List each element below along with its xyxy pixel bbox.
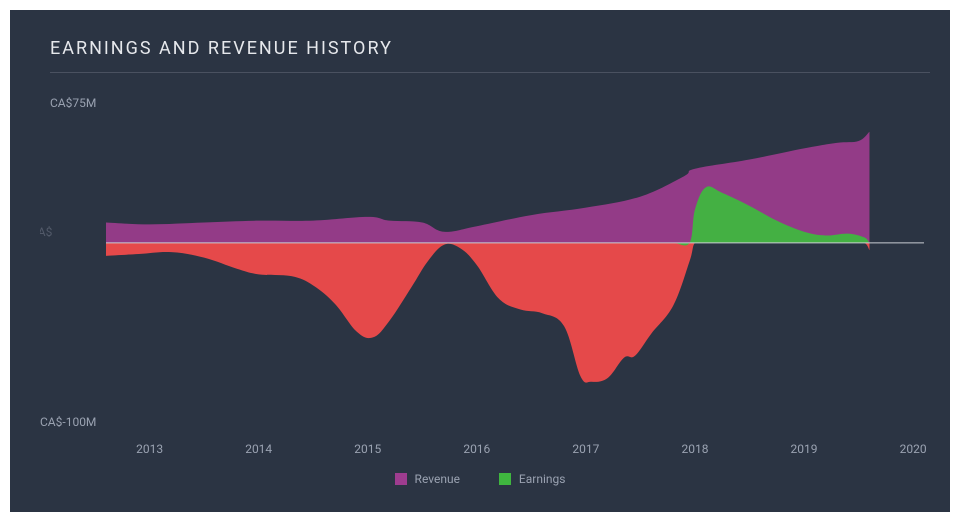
plot-svg: [106, 104, 924, 428]
x-tick-label: 2016: [463, 442, 490, 456]
x-tick-label: 2013: [136, 442, 163, 456]
legend-item-earnings: Earnings: [499, 472, 566, 486]
x-tick-label: 2018: [681, 442, 708, 456]
y-top-label: CA$75M: [50, 96, 96, 110]
legend-item-revenue: Revenue: [395, 472, 460, 486]
earnings-negative-area: [106, 241, 869, 382]
y-bottom-label: CA$-100M: [40, 415, 96, 429]
legend: Revenue Earnings: [10, 472, 950, 488]
x-tick-label: 2020: [900, 442, 927, 456]
x-tick-label: 2017: [572, 442, 599, 456]
x-axis: 2013 2014 2015 2016 2017 2018 2019 2020: [106, 428, 924, 458]
legend-label-revenue: Revenue: [415, 472, 460, 486]
y-mid-label: CA$: [30, 225, 52, 239]
legend-swatch-earnings: [499, 473, 511, 485]
chart-panel: EARNINGS AND REVENUE HISTORY CA$75M CA$ …: [10, 10, 950, 512]
title-divider: [50, 72, 930, 73]
legend-label-earnings: Earnings: [519, 472, 566, 486]
legend-swatch-revenue: [395, 473, 407, 485]
x-tick-label: 2019: [791, 442, 818, 456]
x-tick-label: 2015: [354, 442, 381, 456]
x-tick-label: 2014: [245, 442, 272, 456]
chart-title: EARNINGS AND REVENUE HISTORY: [50, 38, 393, 59]
plot-area: [106, 104, 924, 428]
